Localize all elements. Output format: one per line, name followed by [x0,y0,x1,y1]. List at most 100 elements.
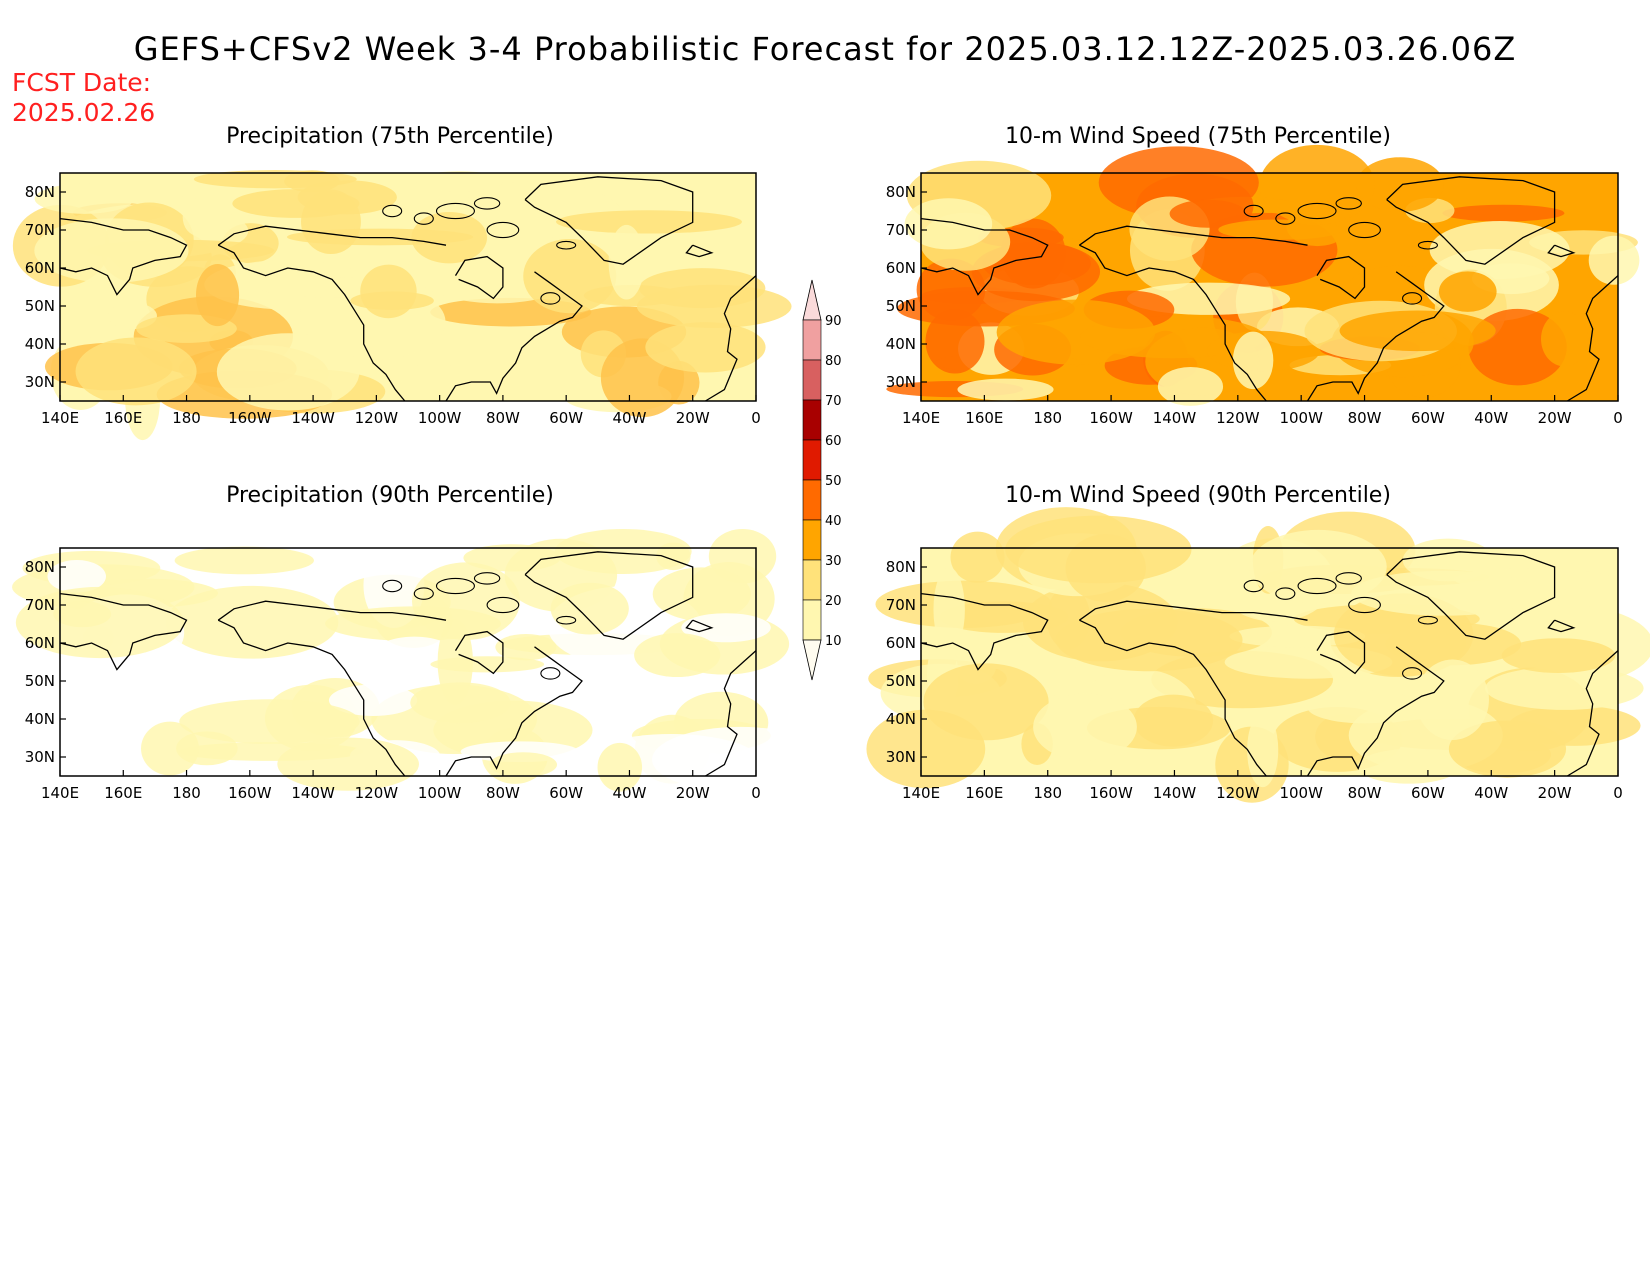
panel-title-wind-75: 10-m Wind Speed (75th Percentile) [1005,124,1391,149]
x-tick-label: 100W [418,409,462,427]
coastline [59,217,188,296]
coastline [217,244,406,402]
x-tick-label: 180 [1033,409,1062,427]
colorbar-segment [802,479,822,521]
coastline [705,275,757,402]
y-tick-label: 30N [886,373,916,391]
colorbar-label: 40 [825,514,842,529]
x-tick-label: 20W [1538,409,1572,427]
x-tick-label: 0 [751,784,761,802]
island-outline [1275,212,1296,225]
island-outline [1402,292,1423,305]
contour-patch [1259,144,1375,225]
island-outline [473,197,501,210]
contour-patch [119,687,163,739]
colorbar-label: 70 [825,394,842,409]
colorbar-top-arrow [802,279,822,321]
coastline [454,630,504,675]
x-tick-label: 60W [1411,784,1445,802]
island-outline [1243,579,1264,593]
colorbar-segment [802,319,822,361]
island-outline [556,615,577,625]
panel-title-wind-90: 10-m Wind Speed (90th Percentile) [1005,483,1391,508]
y-tick-label: 60N [886,259,916,277]
coastline [1547,619,1576,633]
contour-patch [996,299,1156,365]
contour-patch [708,528,777,584]
contour-patch [1402,538,1494,582]
y-tick-label: 80N [25,558,55,576]
y-tick-label: 40N [25,710,55,728]
contour-patch [652,567,751,621]
contour-patch [1247,712,1279,788]
coastline [1079,619,1267,777]
contour-patch [328,684,418,716]
colorbar-segment [802,439,822,481]
contour-patch [933,567,965,652]
contour-patch [1286,206,1349,247]
x-tick-label: 160E [104,784,142,802]
y-tick-label: 70N [886,221,916,239]
colorbar-segment [802,599,822,641]
y-tick-label: 40N [25,335,55,353]
y-tick-label: 70N [886,596,916,614]
x-tick-label: 40W [1474,784,1508,802]
contour-patch [1385,622,1522,666]
contour-patch [216,333,360,411]
y-tick-label: 70N [25,221,55,239]
x-tick-label: 120W [355,409,399,427]
x-tick-label: 140E [902,409,940,427]
coastline [217,600,447,621]
contour-patch [1442,204,1565,222]
coastline [705,650,757,777]
coastline [1306,646,1445,777]
contour-patch [982,242,1091,286]
contour-patch [1357,749,1460,784]
coastline [1079,600,1308,621]
y-tick-label: 30N [25,373,55,391]
contour-patch [277,737,419,791]
contour-patch [1339,310,1496,352]
contour-patch [1415,659,1489,741]
island-outline [540,667,561,680]
island-outline [435,577,475,595]
coastline [685,244,714,258]
contour-patch [1501,638,1616,673]
contour-patch [1133,694,1214,747]
y-tick-label: 50N [25,297,55,315]
x-tick-label: 160E [965,784,1003,802]
colorbar-segment [802,559,822,601]
x-tick-label: 0 [1613,409,1623,427]
contour-patch [91,668,254,692]
contour-patch [401,362,468,401]
map-frame [920,547,1619,777]
y-tick-label: 60N [886,634,916,652]
forecast-date-label: FCST Date: [12,68,152,97]
x-tick-label: 60W [549,784,583,802]
contour-patch [141,721,199,776]
contour-patch [597,742,643,792]
coastline [445,646,583,777]
contour-patch [925,309,985,374]
contour-patch [1229,625,1366,648]
coastline [217,225,447,246]
x-tick-label: 60W [1411,409,1445,427]
x-tick-label: 20W [676,784,710,802]
contour-patch [639,268,766,309]
contour-patch [1005,515,1192,584]
map-frame [920,172,1619,402]
island-outline [1348,221,1381,239]
coastline [445,271,583,402]
coastline [1306,271,1445,402]
y-tick-label: 60N [25,634,55,652]
x-tick-label: 140E [902,784,940,802]
y-tick-label: 80N [886,183,916,201]
x-tick-label: 140E [41,784,79,802]
contour-patch [1347,265,1451,311]
x-tick-label: 0 [1613,784,1623,802]
y-tick-label: 50N [886,297,916,315]
contour-patch [1588,235,1640,285]
x-tick-label: 180 [172,784,201,802]
contour-patch [1055,608,1243,672]
island-outline [1348,596,1381,614]
